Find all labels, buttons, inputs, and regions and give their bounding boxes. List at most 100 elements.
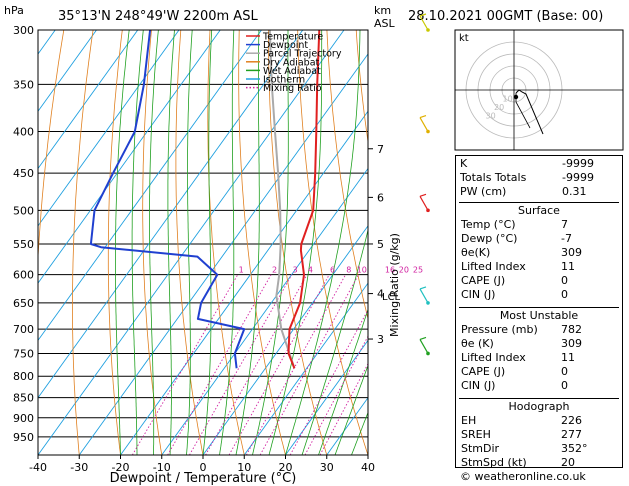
- pressure-tick-label: 900: [13, 412, 34, 425]
- index-row: K -9999: [456, 157, 622, 171]
- x-tick-label: 10: [237, 461, 251, 474]
- pressure-tick-label: 850: [13, 392, 34, 405]
- isotherm-line: [202, 225, 368, 455]
- x-tick-label: 20: [279, 461, 293, 474]
- hodograph-stat-row: EH 226: [459, 414, 619, 428]
- wind-barb-icon: [419, 193, 430, 213]
- index-label: PW (cm): [460, 185, 507, 198]
- pressure-tick-label: 800: [13, 370, 34, 383]
- wet-adiabat-line: [268, 30, 323, 455]
- mixing-ratio-label: 4: [308, 266, 313, 275]
- hodograph-trace: [515, 89, 544, 135]
- hodograph-unit-label: kt: [459, 33, 469, 44]
- isotherm-line: [285, 339, 368, 455]
- dry-adiabat-line: [38, 30, 65, 455]
- mixing-ratio-label: 6: [330, 266, 335, 275]
- most-unstable-value: 11: [561, 351, 575, 364]
- mixing-ratio-label: 20: [399, 266, 409, 275]
- location-title: 35°13'N 248°49'W 2200m ASL: [58, 9, 258, 24]
- mixing-ratio-label: 8: [346, 266, 351, 275]
- isotherm-line: [38, 30, 304, 399]
- hodograph-stat-label: StmDir: [461, 442, 500, 455]
- pressure-tick-label: 750: [13, 347, 34, 360]
- most-unstable-value: 782: [561, 323, 582, 336]
- isotherm-line: [38, 30, 139, 170]
- wet-adiabat-line: [285, 30, 361, 455]
- index-value: 0.31: [562, 185, 587, 198]
- pressure-tick-label: 300: [13, 24, 34, 37]
- credit-text[interactable]: © weatheronline.co.uk: [460, 470, 586, 483]
- surface-title: Surface: [518, 204, 560, 217]
- mixing-ratio-label: 25: [413, 266, 423, 275]
- wet-adiabat-line: [202, 30, 213, 455]
- legend-entry: Mixing Ratio: [263, 83, 322, 94]
- hodograph-stat-label: StmSpd (kt): [461, 456, 527, 469]
- dry-adiabat-line: [268, 30, 328, 455]
- parcel-trajectory-line: [268, 30, 296, 369]
- surface-value: 0: [561, 288, 568, 301]
- index-value: -9999: [562, 157, 594, 170]
- wet-adiabat-line: [252, 30, 289, 455]
- hodograph-stat-value: 226: [561, 414, 582, 427]
- wet-adiabat-line: [235, 30, 260, 455]
- wet-adiabat-line: [301, 228, 368, 455]
- wind-barb-icon: [419, 13, 430, 32]
- pressure-tick-label: 950: [13, 431, 34, 444]
- most-unstable-row: Pressure (mb) 782: [459, 323, 619, 337]
- hodograph-stat-row: SREH 277: [459, 428, 619, 442]
- dry-adiabat-line: [175, 30, 204, 455]
- temperature-line: [287, 30, 321, 369]
- most-unstable-value: 0: [561, 379, 568, 392]
- wind-barb-icon: [419, 336, 430, 356]
- most-unstable-value: 309: [561, 337, 582, 350]
- surface-value: 0: [561, 274, 568, 287]
- km-tick-label: 4: [377, 288, 384, 301]
- km-label: km: [374, 4, 391, 17]
- isotherm-line: [38, 30, 221, 284]
- wet-adiabat-line: [219, 30, 235, 455]
- pressure-tick-label: 650: [13, 297, 34, 310]
- isotherm-line: [78, 53, 368, 455]
- surface-row: Temp (°C) 7: [459, 218, 619, 232]
- hodograph-title: Hodograph: [508, 400, 570, 413]
- indices-panel: K -9999 Totals Totals -9999 PW (cm) 0.31 Surf…: [455, 155, 623, 469]
- dry-adiabat-line: [297, 30, 368, 455]
- x-tick-label: 30: [320, 461, 334, 474]
- hodograph-ring-label: 10: [503, 94, 513, 103]
- hodograph-stat-value: 277: [561, 428, 582, 441]
- index-row: Totals Totals -9999: [456, 171, 622, 185]
- most-unstable-label: θe (K): [461, 337, 494, 350]
- x-tick-label: -40: [29, 461, 47, 474]
- x-tick-label: 40: [361, 461, 375, 474]
- legend-entry: Dewpoint: [263, 40, 308, 51]
- surface-row: θe(K) 309: [459, 246, 619, 260]
- index-row: PW (cm) 0.31: [456, 185, 622, 199]
- pressure-tick-label: 400: [13, 126, 34, 139]
- surface-section: Surface Temp (°C) 7 Dewp (°C) -7 θe(K) 309 Lif…: [459, 202, 619, 304]
- index-label: K: [460, 157, 468, 170]
- surface-label: Dewp (°C): [461, 232, 518, 245]
- index-value: -9999: [562, 171, 594, 184]
- lcl-label: LCL: [382, 292, 401, 303]
- wind-barb-icon: [419, 286, 430, 305]
- hodograph-ring-label: 20: [494, 103, 504, 112]
- most-unstable-title: Most Unstable: [499, 309, 579, 322]
- x-tick-label: 0: [200, 461, 207, 474]
- hodograph-stat-label: EH: [461, 414, 477, 427]
- mixing-ratio-label: 16: [385, 266, 395, 275]
- wet-adiabat-line: [186, 30, 193, 455]
- most-unstable-label: CIN (J): [461, 379, 496, 392]
- mixing-ratio-line: [245, 274, 346, 455]
- hodograph-stat-label: SREH: [461, 428, 491, 441]
- most-unstable-label: Pressure (mb): [461, 323, 538, 336]
- hpa-label: hPa: [4, 4, 24, 17]
- surface-label: Temp (°C): [461, 218, 516, 231]
- surface-row: CIN (J) 0: [459, 288, 619, 302]
- wet-adiabat-line: [167, 30, 175, 455]
- dry-adiabat-line: [326, 30, 368, 321]
- isotherm-line: [0, 30, 14, 455]
- x-tick-label: -30: [70, 461, 88, 474]
- mixing-ratio-line: [304, 335, 368, 455]
- legend-entry: Wet Adiabat: [263, 66, 321, 77]
